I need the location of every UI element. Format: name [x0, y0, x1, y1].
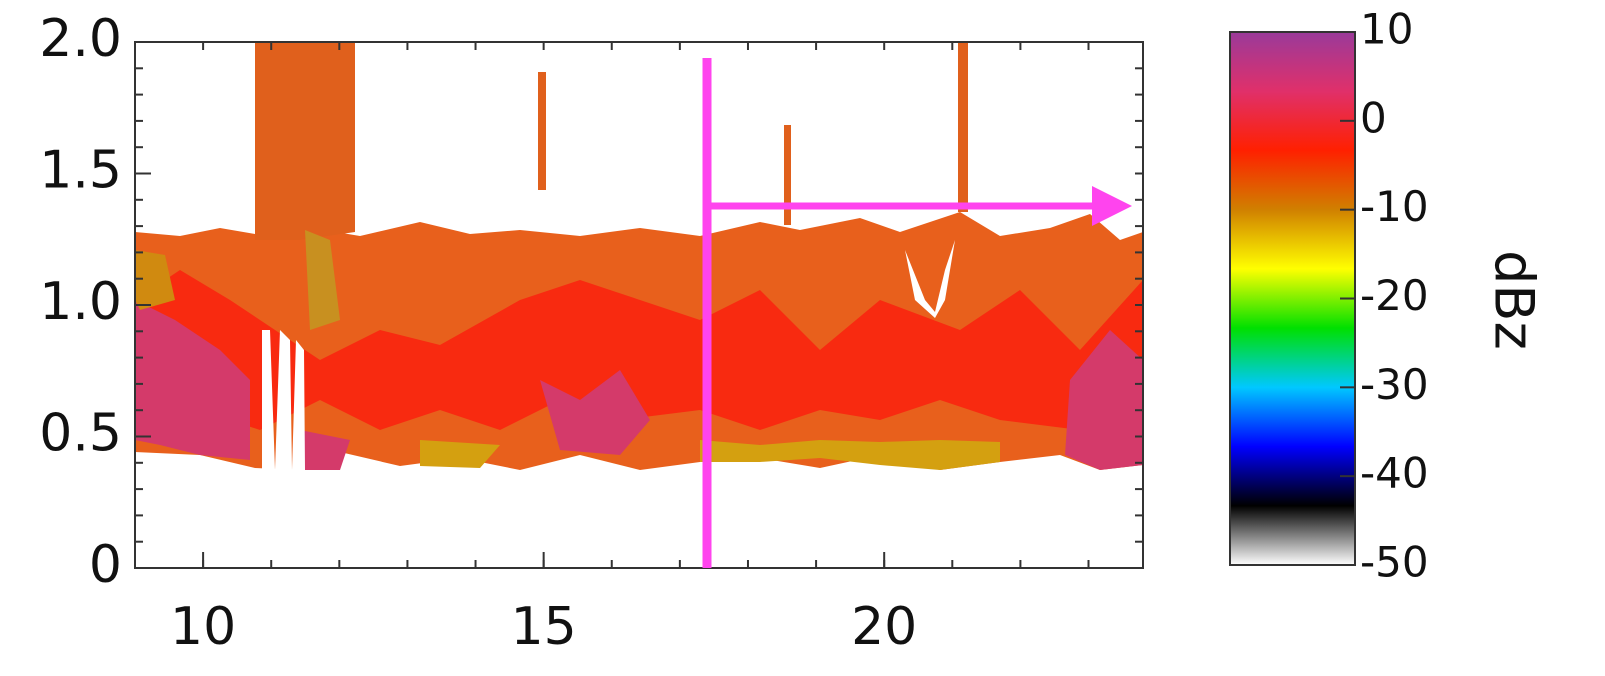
y-tick-label: 1.0 — [39, 272, 122, 332]
reflectivity-field — [135, 42, 1143, 470]
colorbar-tick-label: 0 — [1360, 93, 1387, 142]
arrow-head — [1092, 186, 1132, 226]
y-tick-label: 2.0 — [39, 9, 122, 69]
y-tick-label: 1.5 — [39, 141, 122, 201]
colorbar-label: dBz — [1482, 250, 1545, 350]
colorbar-tick-label: 10 — [1360, 5, 1413, 54]
x-tick-label: 20 — [851, 597, 917, 657]
x-tick-label: 15 — [511, 597, 577, 657]
colorbar-tick-label: -30 — [1360, 360, 1429, 409]
y-tick-label: 0 — [89, 535, 122, 595]
colorbar — [1229, 31, 1356, 566]
colorbar-tick-label: -10 — [1360, 182, 1429, 231]
colorbar-tick-label: -50 — [1360, 538, 1429, 587]
colorbar-tick-label: -40 — [1360, 449, 1429, 498]
y-tick-label: 0.5 — [39, 404, 122, 464]
x-tick-label: 10 — [170, 597, 236, 657]
colorbar-tick-label: -20 — [1360, 271, 1429, 320]
